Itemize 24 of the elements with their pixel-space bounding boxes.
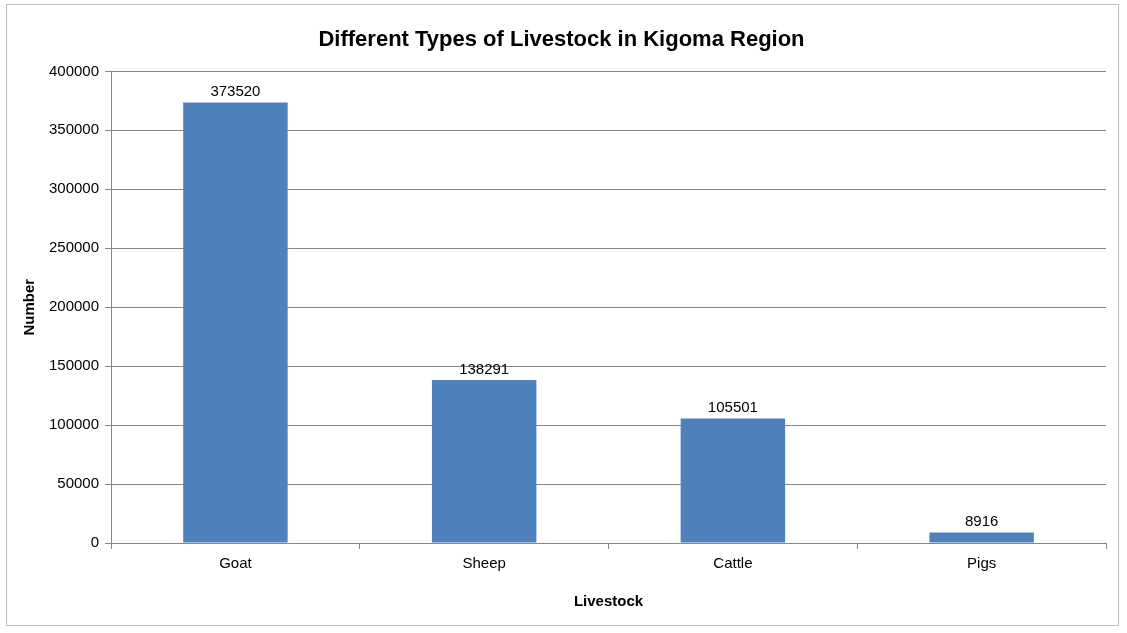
bar [680, 418, 786, 543]
y-tick-label: 300000 [48, 179, 100, 197]
data-label: 373520 [210, 82, 261, 100]
x-tick-label: Sheep [462, 554, 506, 572]
y-tick-label: 100000 [48, 415, 100, 433]
y-tick-label: 250000 [48, 238, 100, 256]
bar [929, 532, 1034, 543]
x-axis-title: Livestock [573, 592, 644, 610]
y-tick-label: 50000 [57, 474, 100, 492]
data-label: 8916 [964, 512, 999, 530]
bar [183, 102, 288, 543]
y-axis-title: Number [20, 278, 38, 336]
data-label: 105501 [707, 398, 758, 416]
y-tick-label: 350000 [48, 120, 100, 138]
y-tick-label: 0 [90, 533, 100, 551]
y-tick-label: 400000 [48, 61, 100, 79]
chart-title: Different Types of Livestock in Kigoma Region [318, 26, 805, 52]
bar [431, 379, 537, 543]
y-tick-label: 150000 [48, 356, 100, 374]
data-label: 138291 [459, 359, 510, 377]
x-tick-label: Pigs [967, 554, 997, 572]
y-tick-label: 200000 [48, 297, 100, 315]
x-tick-label: Goat [219, 554, 253, 572]
x-tick-label: Cattle [713, 554, 753, 572]
